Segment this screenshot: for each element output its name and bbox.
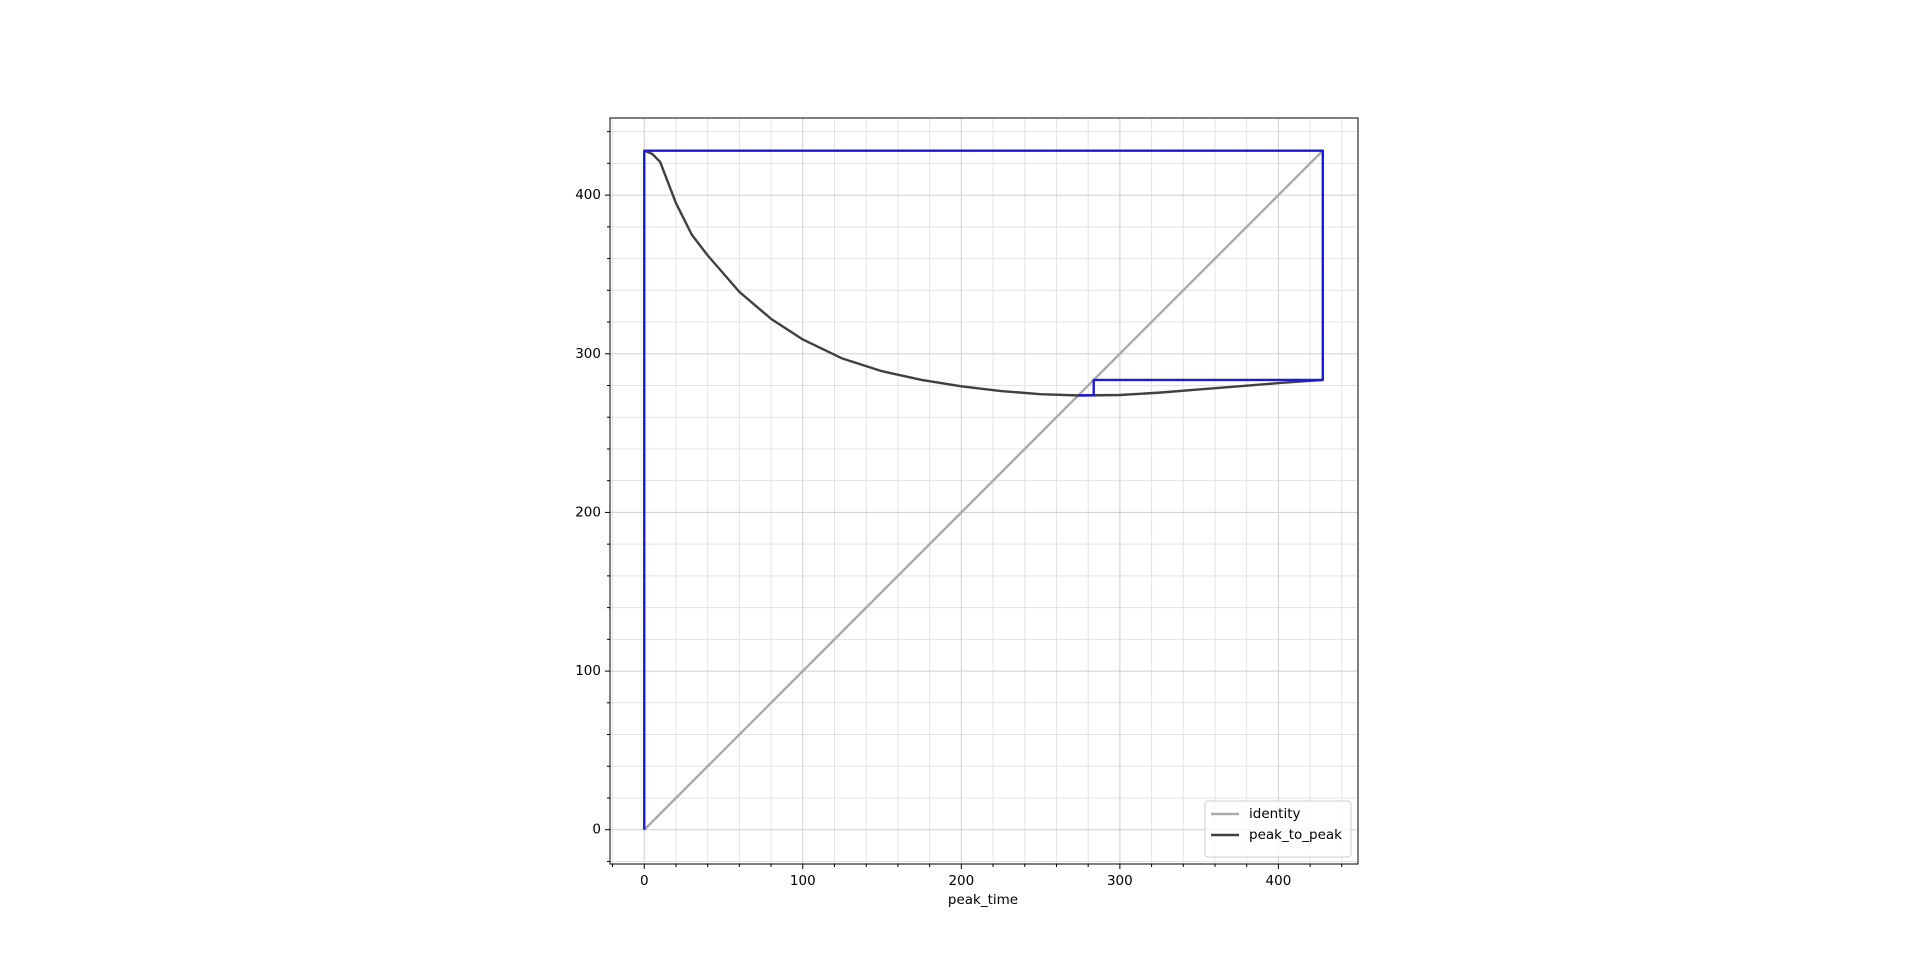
legend-label: peak_to_peak [1249,827,1342,843]
y-tick-label: 300 [575,346,601,362]
x-axis-label: peak_time [948,892,1018,908]
plot-frame [609,117,1359,865]
legend-box [1204,800,1352,858]
line-series [643,149,1324,831]
legend-label: identity [1249,806,1301,822]
x-tick-label: 100 [790,873,816,889]
line-series [643,149,1324,830]
y-tick-label: 100 [575,663,601,679]
y-tick-label: 400 [575,187,601,203]
x-tick-label: 0 [640,873,649,889]
y-tick-label: 0 [592,822,601,838]
y-tick-label: 200 [575,504,601,520]
x-tick-label: 200 [948,873,974,889]
x-tick-label: 400 [1266,873,1292,889]
x-tick-label: 300 [1107,873,1133,889]
line-series [643,149,1323,397]
